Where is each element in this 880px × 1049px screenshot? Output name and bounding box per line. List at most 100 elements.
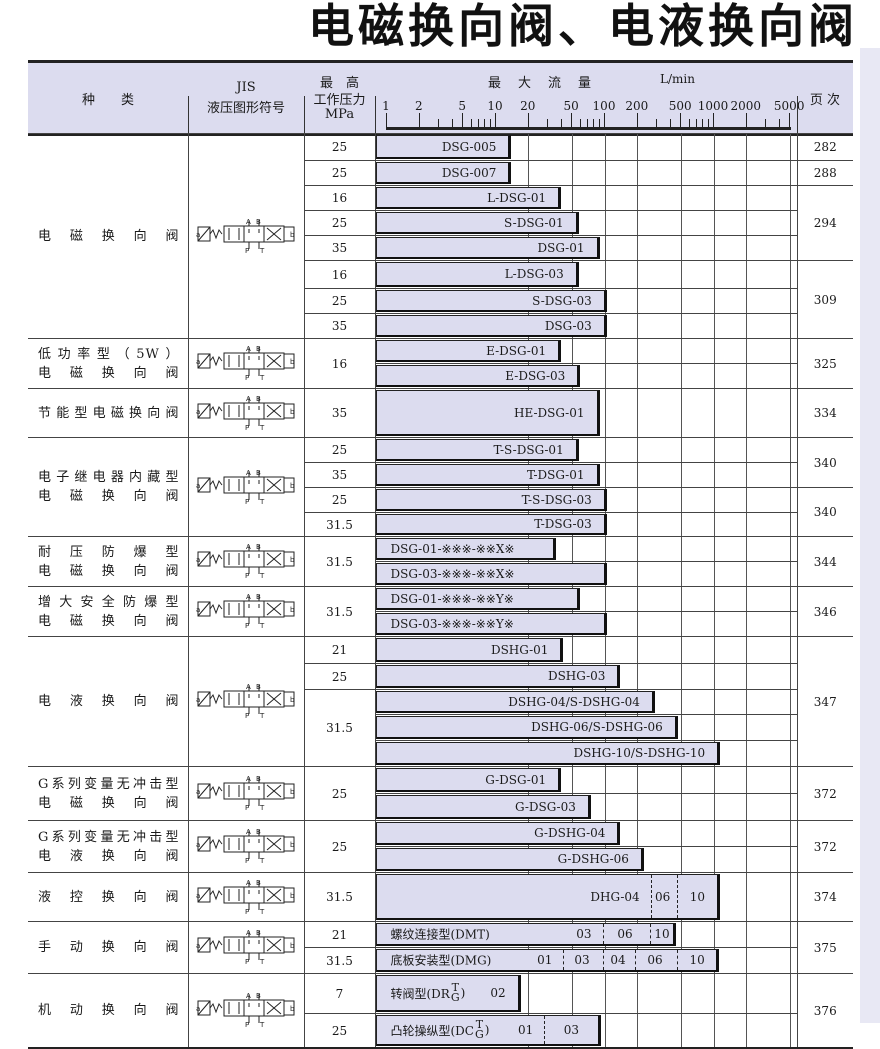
- flow-bar[interactable]: DSHG-10/S-DSHG-10: [375, 742, 721, 765]
- page-number[interactable]: 282: [796, 133, 853, 161]
- header-pressure-1: 最 高: [319, 76, 359, 91]
- gridline: [604, 537, 606, 561]
- svg-text:b: b: [290, 606, 295, 614]
- svg-text:T: T: [259, 958, 265, 965]
- flow-bar[interactable]: T-S-DSG-01: [375, 439, 579, 461]
- gridline: [746, 664, 748, 689]
- page-number[interactable]: 346: [796, 586, 853, 637]
- flow-bar[interactable]: G-DSHG-06: [375, 848, 644, 871]
- page-number[interactable]: 372: [796, 766, 853, 821]
- flow-cell: DSG-03-※※※-※※Y※: [375, 611, 797, 637]
- flow-bar[interactable]: E-DSG-03: [375, 365, 581, 387]
- flow-bar[interactable]: L-DSG-03: [375, 262, 579, 287]
- page-number[interactable]: 375: [796, 921, 853, 974]
- flow-bar[interactable]: DSG-03-※※※-※※Y※: [375, 613, 607, 635]
- flow-bar[interactable]: T-DSG-01: [375, 464, 600, 486]
- gridline: [789, 513, 791, 536]
- svg-text:a: a: [196, 942, 200, 950]
- flow-bar[interactable]: DSG-005: [375, 135, 512, 159]
- axis-tick-label: 50: [563, 99, 579, 113]
- gridline: [746, 715, 748, 740]
- max-pressure: 31.5: [304, 512, 376, 537]
- flow-bar[interactable]: G-DSG-01: [375, 768, 562, 792]
- flow-cell: 螺纹连接型(DMT) 03 06 10: [374, 921, 798, 948]
- gridline: [604, 161, 606, 185]
- flow-bar[interactable]: L-DSG-01: [375, 187, 562, 209]
- flow-bar[interactable]: DSHG-06/S-DSHG-06: [375, 716, 678, 739]
- svg-text:T: T: [259, 247, 265, 254]
- gridline: [637, 562, 639, 586]
- svg-text:T: T: [259, 804, 265, 811]
- page-number[interactable]: 374: [796, 872, 853, 922]
- size-label: DHG-04: [590, 889, 640, 904]
- gridline: [571, 134, 573, 160]
- flow-bar[interactable]: DSG-01: [375, 237, 600, 259]
- flow-bar[interactable]: HE-DSG-01: [375, 390, 600, 436]
- gridline: [789, 562, 791, 586]
- flow-bar[interactable]: S-DSG-01: [375, 212, 579, 234]
- gridline: [680, 587, 682, 611]
- flow-bar[interactable]: DSHG-03: [375, 665, 621, 688]
- flow-bar[interactable]: DSG-01-※※※-※※Y※: [375, 588, 581, 610]
- gridline: [746, 873, 748, 921]
- flow-bar[interactable]: 转阀型(DR T G) 02: [375, 975, 521, 1012]
- size-label: 01: [537, 953, 553, 967]
- gridline: [746, 339, 748, 363]
- flow-cell: S-DSG-01: [374, 210, 797, 236]
- flow-bar[interactable]: DSHG-04/S-DSHG-04: [375, 691, 655, 713]
- flow-bar[interactable]: T-S-DSG-03: [375, 489, 607, 511]
- header-page: 页 次: [809, 93, 841, 108]
- table-row: 25 S-DSG-01: [28, 210, 853, 236]
- page-number[interactable]: 325: [796, 338, 853, 389]
- page-number[interactable]: 340: [796, 487, 853, 537]
- page-number[interactable]: 309: [796, 260, 853, 339]
- flow-bar-label: DSG-03-※※※-※※Y※: [390, 616, 514, 631]
- svg-text:a: a: [196, 841, 200, 849]
- page-number[interactable]: 334: [796, 388, 853, 438]
- gridline: [746, 488, 748, 512]
- gridline: [637, 794, 639, 820]
- flow-bar[interactable]: G-DSHG-04: [375, 822, 621, 845]
- svg-text:A: A: [246, 218, 251, 226]
- flow-bar[interactable]: DSG-007: [375, 162, 512, 184]
- flow-bar-area: 螺纹连接型(DMT) 03 06 10: [375, 922, 797, 947]
- flow-bar[interactable]: DSG-01-※※※-※※X※: [375, 538, 557, 560]
- flow-bar[interactable]: S-DSG-03: [375, 290, 607, 312]
- page-number[interactable]: 344: [796, 536, 853, 587]
- page-number[interactable]: 340: [796, 437, 853, 488]
- flow-bar-label: DSHG-03: [547, 669, 606, 683]
- flow-bar[interactable]: DSHG-01: [375, 638, 564, 662]
- valve-kind-line: 耐压防爆型: [38, 544, 180, 560]
- page-number[interactable]: 294: [796, 185, 853, 261]
- axis-tick: [778, 119, 780, 127]
- flow-bar-area: G-DSG-01: [375, 767, 797, 793]
- page-number[interactable]: 372: [796, 820, 853, 873]
- gridline: [604, 794, 606, 820]
- gridline: [713, 161, 715, 185]
- page-number[interactable]: 376: [796, 973, 853, 1049]
- flow-bar[interactable]: 底板安装型(DMG) 01 03 04 06 10: [375, 949, 720, 972]
- segment-divider: [544, 1016, 546, 1044]
- flow-bar[interactable]: 螺纹连接型(DMT) 03 06 10: [375, 923, 677, 946]
- flow-bar[interactable]: DSG-03-※※※-※※X※: [375, 563, 607, 585]
- page-number[interactable]: 288: [796, 160, 853, 186]
- flow-bar[interactable]: G-DSG-03: [375, 795, 591, 819]
- gridline: [604, 236, 606, 260]
- svg-text:B: B: [256, 395, 261, 403]
- page-number[interactable]: 347: [796, 636, 853, 767]
- flow-cell: T-DSG-03: [374, 512, 797, 537]
- table-header: 种 类 JIS 液压图形符号 最 高 工作压力 MPa 最 大 流 量 L/mi…: [28, 60, 853, 136]
- flow-bar[interactable]: T-DSG-03: [375, 514, 607, 535]
- flow-bar-area: G-DSG-03: [375, 794, 797, 820]
- flow-bar-label: T-S-DSG-03: [521, 492, 592, 507]
- flow-bar[interactable]: E-DSG-01: [375, 340, 562, 362]
- flow-bar[interactable]: 凸轮操纵型(DC T G) 01 03: [375, 1015, 601, 1046]
- gridline: [680, 513, 682, 536]
- gridline: [713, 211, 715, 235]
- flow-bar[interactable]: DHG-04 06 10: [375, 874, 721, 920]
- flow-bar[interactable]: DSG-03: [375, 315, 607, 337]
- max-pressure: 25: [303, 820, 376, 873]
- gridline: [680, 438, 682, 462]
